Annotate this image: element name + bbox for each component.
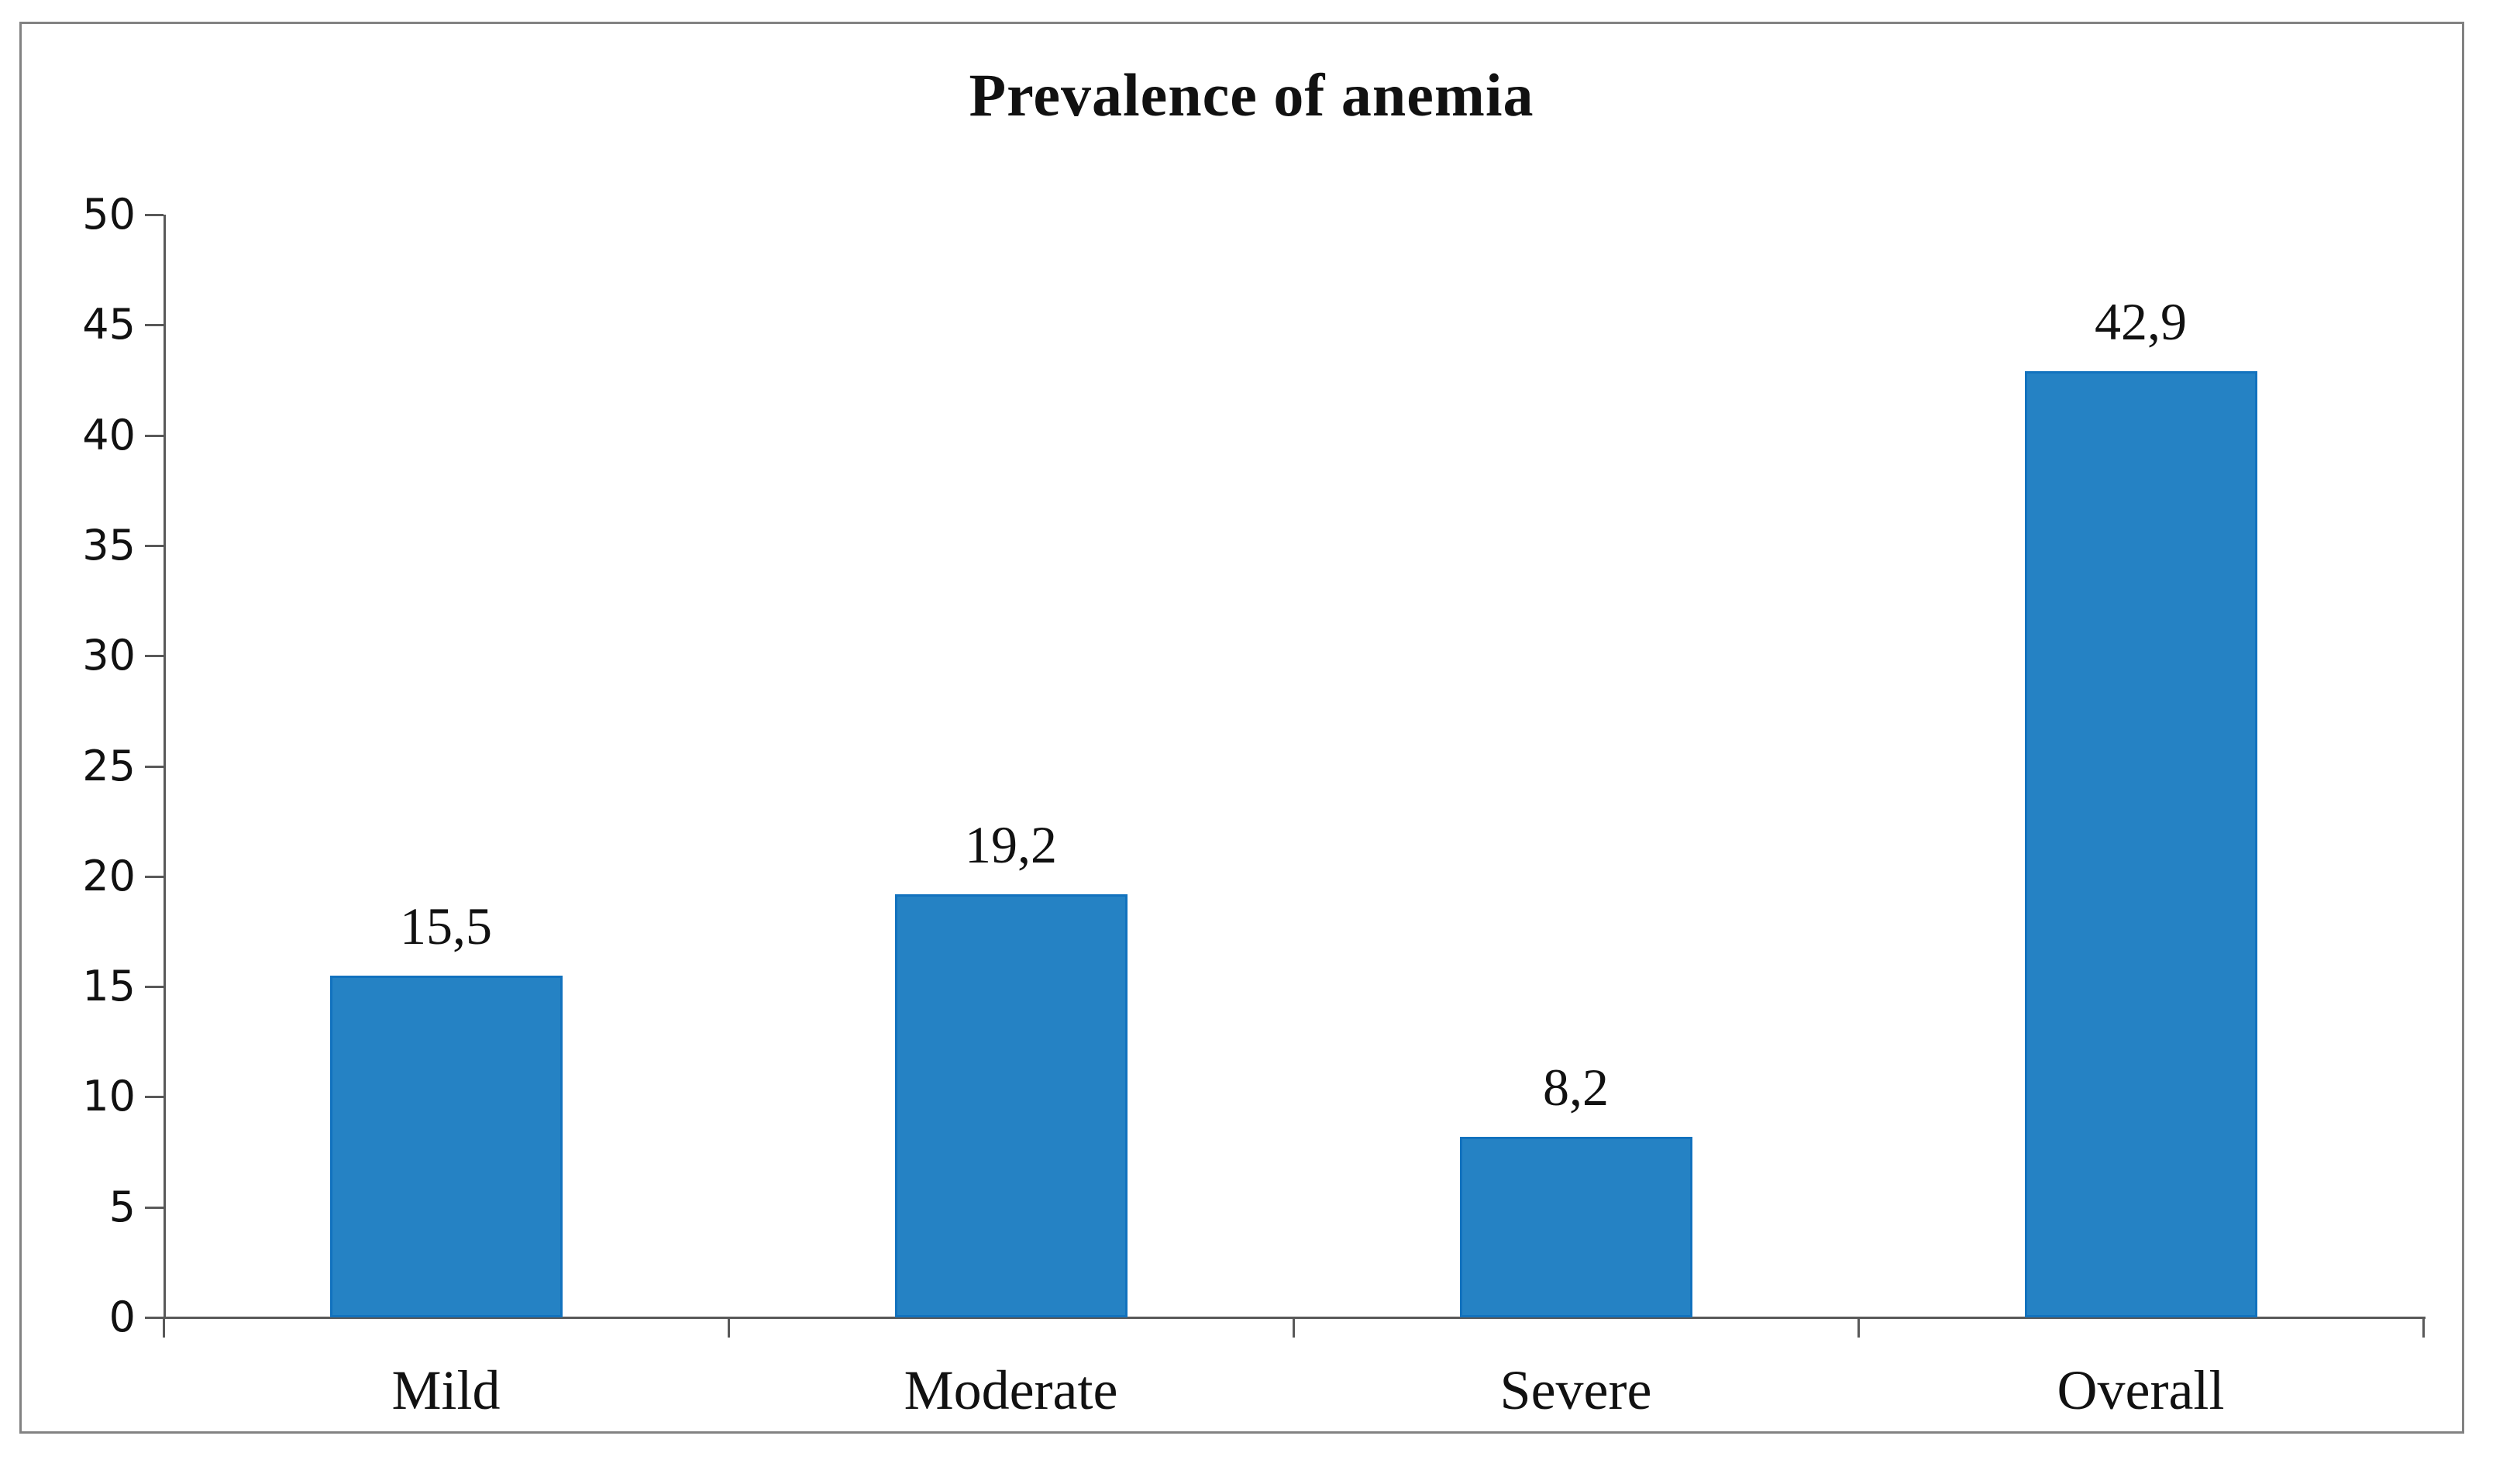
chart-title: Prevalence of anemia — [969, 61, 1534, 129]
y-axis-tick — [145, 655, 164, 658]
y-tick-label: 10 — [82, 1072, 136, 1121]
y-axis-tick — [145, 434, 164, 437]
x-axis-tick — [1293, 1317, 1295, 1338]
bar-overall — [2024, 371, 2257, 1317]
y-axis-tick — [145, 765, 164, 768]
bar-value-label-overall: 42,9 — [2095, 292, 2187, 352]
category-label-moderate: Moderate — [904, 1359, 1118, 1421]
y-tick-label: 5 — [108, 1182, 136, 1231]
x-axis-tick — [2422, 1317, 2425, 1338]
category-label-mild: Mild — [391, 1359, 501, 1421]
y-tick-label: 50 — [82, 190, 136, 239]
y-axis-tick — [145, 1317, 164, 1319]
x-axis-tick — [728, 1317, 730, 1338]
y-tick-label: 45 — [82, 300, 136, 349]
x-axis-line — [145, 1317, 2426, 1319]
y-tick-label: 15 — [82, 962, 136, 1011]
y-tick-label: 0 — [108, 1293, 136, 1341]
bar-severe — [1459, 1136, 1692, 1317]
bar-value-label-severe: 8,2 — [1543, 1057, 1609, 1117]
bar-value-label-mild: 15,5 — [400, 896, 492, 955]
y-tick-label: 35 — [82, 520, 136, 570]
y-axis-tick — [145, 986, 164, 989]
category-label-overall: Overall — [2057, 1359, 2225, 1421]
y-axis-tick — [145, 214, 164, 216]
x-axis-tick — [163, 1317, 165, 1338]
y-axis-tick — [145, 1206, 164, 1209]
x-axis-tick — [1857, 1317, 1860, 1338]
y-axis-tick — [145, 875, 164, 878]
y-axis-line — [164, 215, 166, 1317]
y-axis-tick — [145, 324, 164, 327]
y-tick-label: 25 — [82, 741, 136, 790]
bar-value-label-moderate: 19,2 — [965, 814, 1057, 874]
y-tick-label: 30 — [82, 631, 136, 680]
y-axis-tick — [145, 544, 164, 547]
bar-moderate — [894, 893, 1128, 1317]
y-axis-tick — [145, 1096, 164, 1099]
y-tick-label: 40 — [82, 410, 136, 460]
category-label-severe: Severe — [1499, 1359, 1652, 1421]
bar-mild — [329, 975, 563, 1317]
y-tick-label: 20 — [82, 851, 136, 900]
